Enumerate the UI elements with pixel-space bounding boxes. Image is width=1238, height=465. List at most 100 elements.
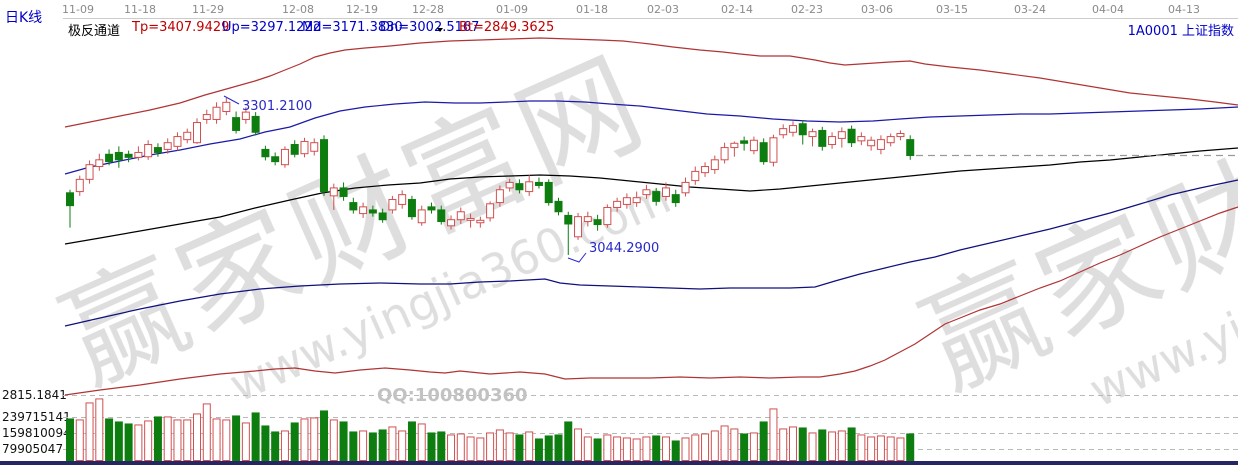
candle-body [593,219,602,226]
volume-bar [232,415,241,461]
candle-body [466,217,475,221]
volume-bar [515,434,524,462]
volume-bar [95,398,104,461]
volume-bar [447,434,456,462]
date-tick-label: 01-09 [496,3,528,16]
date-tick-label: 03-24 [1014,3,1046,16]
candle-body [66,192,74,207]
candle-body [701,166,710,174]
candle-body [329,187,338,197]
volume-bar [701,433,710,462]
candle-body [310,142,319,152]
candle-body [740,140,749,144]
candle-body [105,153,114,163]
indicator-value-dn: Dn=3002.5167 [380,20,480,35]
volume-bar [339,421,348,462]
volume-bar [710,430,719,461]
bt-channel-line [64,206,1238,396]
candle-body [652,191,661,202]
indicator-value-md: Md=3171.3830 [302,20,403,35]
chart-type-label: 日K线 [5,10,43,26]
candle-body [525,181,534,193]
date-tick-label: 11-29 [192,3,224,16]
volume-bar [603,434,612,462]
price-axis-label: 2815.1841 [2,388,67,402]
volume-bar [544,435,553,462]
volume-bar [583,436,592,462]
candle-body [603,206,612,226]
date-tick-label: 11-18 [124,3,156,16]
candle-body [212,106,221,120]
candle-body [906,139,915,157]
volume-bar [124,423,133,462]
volume-bar [505,432,514,462]
indicator-value-up: Up=3297.1222 [222,20,321,35]
candle-body [456,211,465,221]
volume-bar [349,431,358,461]
volume-bar [876,435,885,462]
candle-body [417,209,426,224]
volume-bar [437,431,446,461]
candle-body [876,139,885,150]
volume-bar [75,419,84,462]
volume-bar [407,421,416,462]
candle-body [486,203,495,219]
volume-bar [300,418,309,462]
candle-body [867,139,876,147]
volume-bar [271,431,280,461]
candle-body [251,115,260,133]
candle-body [476,219,485,224]
volume-bar [818,429,827,461]
candle-body [622,197,631,205]
volume-bar [867,436,876,462]
candle-body [837,131,846,139]
candle-body [759,142,768,163]
candle-body [798,123,807,136]
candle-body [95,159,104,168]
date-tick-label: 12-08 [282,3,314,16]
volume-bar [153,416,162,462]
candle-body [574,216,583,238]
date-tick-label: 02-23 [791,3,823,16]
candle-body [290,144,299,155]
volume-axis-label: 239715141 [2,410,71,424]
indicator-values-row: Tp=3407.9429 Up=3297.1222 Md=3171.3830 Dn=3… [0,20,1238,36]
candle-body [349,202,358,211]
volume-bar [105,418,114,462]
volume-bar [193,413,202,461]
dn-channel-line [64,179,1238,327]
volume-bar [642,436,651,462]
volume-bar [486,432,495,462]
candle-body [554,200,563,213]
volume-bar [808,432,817,462]
candle-body [202,114,211,120]
volume-bar [144,420,153,462]
cursor-caret-icon [437,28,443,32]
volume-bar [652,435,661,462]
volume-bar [466,436,475,462]
candle-body [153,147,162,153]
candle-body [613,200,622,208]
candle-body [847,128,856,144]
volume-bar [251,412,260,461]
volume-bar [788,426,797,461]
volume-bar [661,436,670,462]
volume-bar [320,410,329,461]
volume-bar [847,427,856,461]
volume-bar [622,437,631,462]
trough-annotation: 3044.2900 [589,241,659,256]
candle-body [173,136,182,147]
candle-body [681,181,690,194]
volume-bar [759,421,768,462]
date-tick-label: 01-18 [576,3,608,16]
volume-bar [290,422,299,462]
candle-body [427,206,436,211]
candle-body [320,139,329,193]
volume-bar [554,434,563,462]
indicator-name[interactable]: 极反通道 [68,24,121,39]
volume-bar [798,427,807,461]
candle-body [710,159,719,171]
date-tick-label: 12-28 [412,3,444,16]
candle-body [124,153,133,158]
